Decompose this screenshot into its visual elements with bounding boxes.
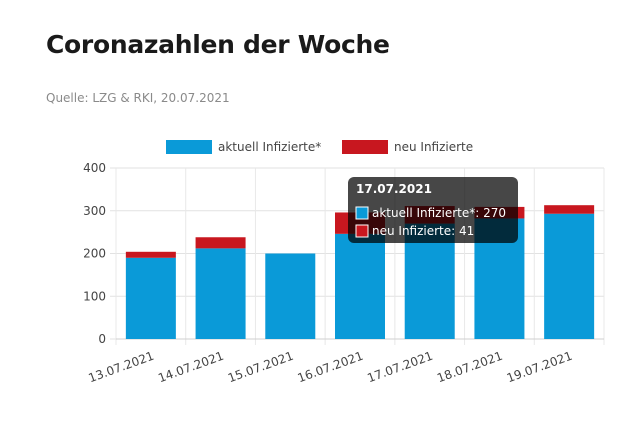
x-tick-label: 13.07.2021 xyxy=(87,349,156,386)
bar-aktuell-infizierte[interactable] xyxy=(335,233,385,339)
bar-aktuell-infizierte[interactable] xyxy=(195,248,246,339)
legend-label-neu[interactable]: neu Infizierte xyxy=(394,140,473,154)
x-tick-label: 19.07.2021 xyxy=(505,349,574,386)
y-tick-label: 300 xyxy=(83,204,106,218)
legend-swatch-neu[interactable] xyxy=(342,140,388,154)
y-tick-label: 100 xyxy=(83,289,106,303)
chart-title: Coronazahlen der Woche xyxy=(46,30,390,59)
x-tick-label: 17.07.2021 xyxy=(365,349,434,386)
x-tick-label: 15.07.2021 xyxy=(226,349,295,386)
x-tick-label: 18.07.2021 xyxy=(435,349,504,386)
legend-label-aktuell[interactable]: aktuell Infizierte* xyxy=(218,140,321,154)
bar-neu-infizierte[interactable] xyxy=(544,205,595,214)
tooltip-line-neu: neu Infizierte: 41 xyxy=(372,224,474,238)
chart-source: Quelle: LZG & RKI, 20.07.2021 xyxy=(46,91,230,105)
bar-aktuell-infizierte[interactable] xyxy=(544,213,595,339)
tooltip-swatch-neu xyxy=(355,224,369,238)
y-tick-label: 0 xyxy=(98,332,106,346)
x-tick-label: 14.07.2021 xyxy=(156,349,225,386)
legend-swatch-aktuell[interactable] xyxy=(166,140,212,154)
y-tick-label: 200 xyxy=(83,247,106,261)
x-tick-label: 16.07.2021 xyxy=(296,349,365,386)
bar-neu-infizierte[interactable] xyxy=(125,251,176,258)
bar-aktuell-infizierte[interactable] xyxy=(125,257,176,339)
tooltip-swatch-aktuell xyxy=(355,206,369,220)
tooltip-box xyxy=(348,177,518,243)
bar-neu-infizierte[interactable] xyxy=(195,237,246,249)
y-tick-label: 400 xyxy=(83,161,106,175)
tooltip-title: 17.07.2021 xyxy=(356,182,432,196)
tooltip-line-aktuell: aktuell Infizierte*: 270 xyxy=(372,206,506,220)
bar-aktuell-infizierte[interactable] xyxy=(265,253,316,340)
